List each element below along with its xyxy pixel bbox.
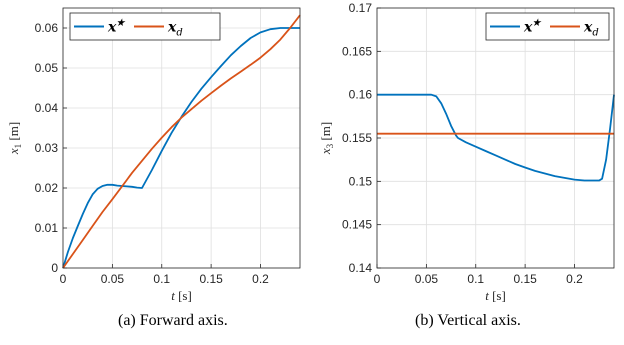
y-tick-label: 0.155 [342,131,372,145]
axes-box [62,7,301,269]
panel-vertical-axis: 0 0.05 0.1 0.15 0.2 0.14 0.145 0.15 0.155 0.16 0.1… [318,1,615,303]
legend-label-x-d: xd [167,20,183,39]
y-tick-label: 0.16 [349,88,373,102]
y-axis-label: x1 [m] [6,122,23,155]
caption-forward-axis: (a) Forward axis. [118,312,228,329]
x-tick-label: 0.15 [199,272,223,286]
x-tick-label: 0 [374,272,381,286]
series-line-x-star [62,27,300,269]
y-tick-label: 0.15 [349,174,373,188]
panel-forward-axis: 0 0.05 0.1 0.15 0.2 0 0.01 0.02 0.03 0.04 0.05 0.06… [6,7,301,303]
y-tick-label: 0.06 [35,21,59,35]
x-axis-label: t [s] [485,288,506,303]
x-tick-label: 0.1 [153,272,170,286]
x-tick-label: 0.2 [252,272,269,286]
x-tick-label: 0.2 [566,272,583,286]
y-tick-label: 0.05 [35,61,59,75]
x-tick-label: 0.05 [101,272,125,286]
legend-label-x-star: x★ [523,18,542,36]
legend-label-x-star: x★ [107,18,126,36]
y-tick-label: 0.145 [342,218,372,232]
y-tick-label: 0.17 [349,1,373,15]
x-tick-label: 0 [60,272,67,286]
x-tick-label: 0.05 [415,272,439,286]
axes-box [376,7,615,269]
plot-area [63,8,300,268]
x-tick-label: 0.15 [513,272,537,286]
y-tick-label: 0.165 [342,44,372,58]
y-tick-label: 0.04 [35,101,59,115]
y-tick-label: 0 [51,261,58,275]
caption-vertical-axis: (b) Vertical axis. [415,312,521,329]
y-tick-label: 0.03 [35,141,59,155]
y-tick-label: 0.02 [35,181,59,195]
y-tick-label: 0.01 [35,221,59,235]
y-tick-label: 0.14 [349,261,373,275]
series-line-x-star [377,93,615,182]
y-axis-label: x3 [m] [318,122,335,155]
x-axis-label: t [s] [171,288,192,303]
legend-label-x-d: xd [583,20,599,39]
x-tick-label: 0.1 [467,272,484,286]
series-line-x-d [62,14,301,269]
